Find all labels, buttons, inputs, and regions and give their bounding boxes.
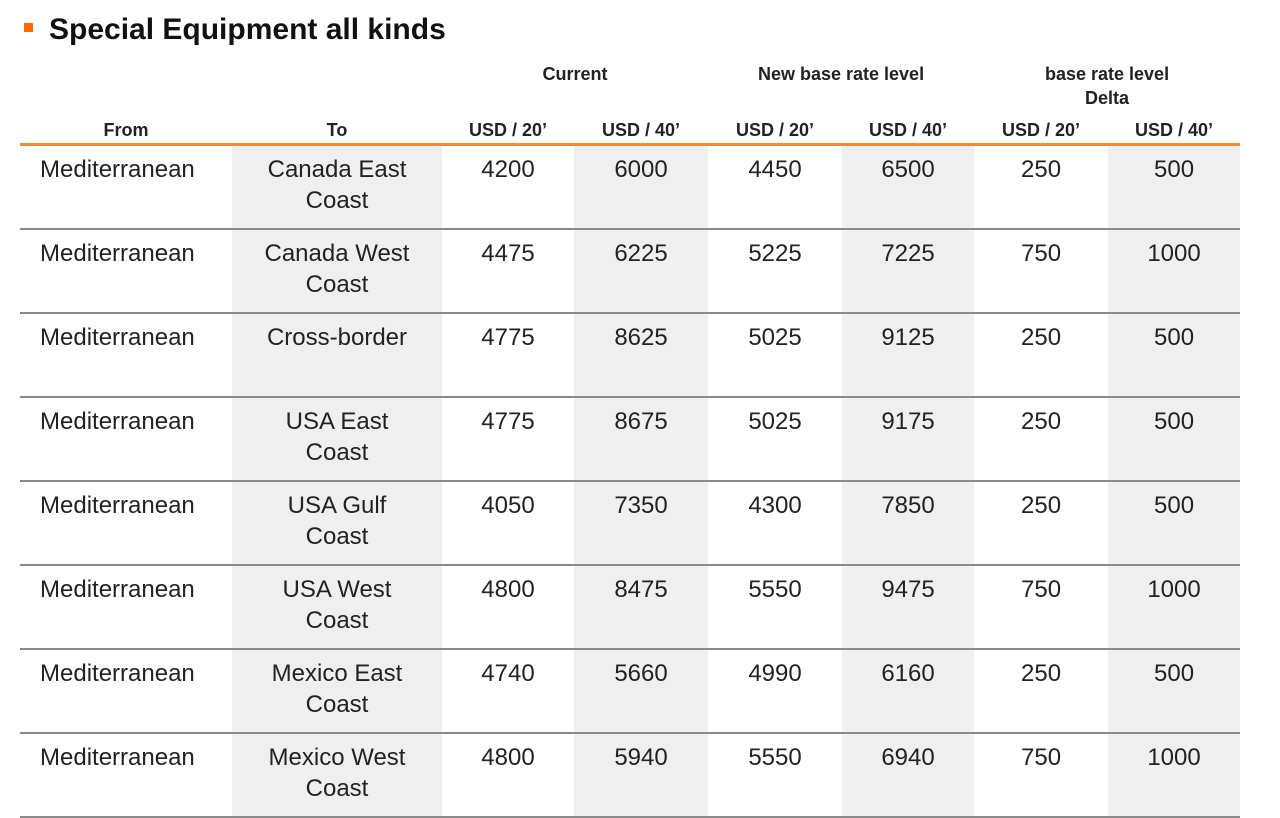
header-unit-row: From To USD / 20’ USD / 40’ USD / 20’ US… [20,118,1241,146]
cell-current-20: 4200 [442,144,574,230]
cell-delta-40: 1000 [1108,229,1241,314]
cell-new-20: 4300 [708,481,843,566]
cell-from: Mediterranean [20,229,232,314]
cell-new-40: 6160 [842,649,975,734]
cell-new-40: 9475 [842,565,975,650]
cell-new-40: 9125 [842,313,975,398]
cell-new-20: 4450 [708,144,843,230]
cell-to: Mexico East Coast [232,649,442,734]
table-row: Mediterranean USA West Coast 4800 8475 5550 9… [20,565,1241,650]
cell-delta-40: 500 [1108,397,1241,482]
cell-new-40: 7850 [842,481,975,566]
cell-new-40: 6940 [842,733,975,818]
cell-current-40: 6000 [574,144,709,230]
page-title: Special Equipment all kinds [49,13,446,46]
cell-to: Canada West Coast [232,229,442,314]
cell-current-20: 4050 [442,481,574,566]
cell-new-20: 4990 [708,649,843,734]
cell-delta-40: 500 [1108,481,1241,566]
table-row: Mediterranean Mexico East Coast 4740 5660 49… [20,649,1241,734]
header-group-delta: base rate level Delta [1044,64,1170,108]
cell-new-20: 5550 [708,565,843,650]
cell-current-20: 4800 [442,565,574,650]
cell-from: Mediterranean [20,481,232,566]
cell-delta-20: 250 [974,649,1109,734]
header-group-row: Current New base rate level base rate le… [20,58,1240,118]
cell-to: USA Gulf Coast [232,481,442,566]
cell-delta-20: 750 [974,733,1109,818]
cell-current-40: 5660 [574,649,709,734]
cell-to: Mexico West Coast [232,733,442,818]
cell-current-40: 5940 [574,733,709,818]
bullet-square-icon [24,22,33,32]
cell-to: Cross-border [232,313,442,398]
cell-from: Mediterranean [20,649,232,734]
table-row: Mediterranean Canada West Coast 4475 6225 52… [20,229,1241,314]
header-spacer [232,58,442,118]
cell-current-20: 4475 [442,229,574,314]
header-unit: USD / 40’ [1108,118,1241,146]
cell-current-20: 4775 [442,313,574,398]
header-spacer [20,58,232,118]
header-from: From [20,118,232,146]
cell-delta-20: 750 [974,229,1109,314]
cell-current-40: 7350 [574,481,709,566]
header-group-current: Current [542,64,608,84]
cell-delta-40: 1000 [1108,565,1241,650]
cell-delta-20: 250 [974,397,1109,482]
cell-new-40: 7225 [842,229,975,314]
cell-delta-20: 250 [974,313,1109,398]
cell-from: Mediterranean [20,733,232,818]
cell-current-40: 8675 [574,397,709,482]
cell-delta-40: 1000 [1108,733,1241,818]
cell-new-20: 5550 [708,733,843,818]
cell-new-40: 6500 [842,144,975,230]
page-title-wrap: Special Equipment all kinds [24,12,446,48]
cell-to: USA West Coast [232,565,442,650]
cell-new-20: 5025 [708,313,843,398]
table-row: Mediterranean USA Gulf Coast 4050 7350 4300 7… [20,481,1241,566]
cell-current-40: 8625 [574,313,709,398]
table-row: Mediterranean Cross-border 4775 8625 5025 912… [20,313,1241,398]
cell-to: Canada East Coast [232,144,442,230]
cell-delta-20: 250 [974,144,1109,230]
cell-current-40: 8475 [574,565,709,650]
header-unit: USD / 20’ [974,118,1109,146]
header-unit: USD / 40’ [842,118,975,146]
header-unit: USD / 20’ [708,118,843,146]
rates-table: Current New base rate level base rate le… [20,58,1241,818]
header-unit: USD / 20’ [442,118,574,146]
table-row: Mediterranean Mexico West Coast 4800 5940 55… [20,733,1241,818]
cell-delta-40: 500 [1108,649,1241,734]
cell-to: USA East Coast [232,397,442,482]
cell-new-20: 5025 [708,397,843,482]
cell-from: Mediterranean [20,313,232,398]
cell-delta-40: 500 [1108,313,1241,398]
header-unit: USD / 40’ [574,118,709,146]
cell-from: Mediterranean [20,565,232,650]
cell-new-20: 5225 [708,229,843,314]
cell-new-40: 9175 [842,397,975,482]
cell-from: Mediterranean [20,397,232,482]
cell-current-20: 4775 [442,397,574,482]
header-group-new-base-rate: New base rate level [757,64,925,84]
cell-current-40: 6225 [574,229,709,314]
cell-delta-20: 750 [974,565,1109,650]
cell-current-20: 4740 [442,649,574,734]
header-to: To [232,118,442,146]
table-row: Mediterranean Canada East Coast 4200 6000 44… [20,144,1241,230]
cell-from: Mediterranean [20,144,232,230]
cell-current-20: 4800 [442,733,574,818]
cell-delta-40: 500 [1108,144,1241,230]
table-row: Mediterranean USA East Coast 4775 8675 5025 9… [20,397,1241,482]
cell-delta-20: 250 [974,481,1109,566]
